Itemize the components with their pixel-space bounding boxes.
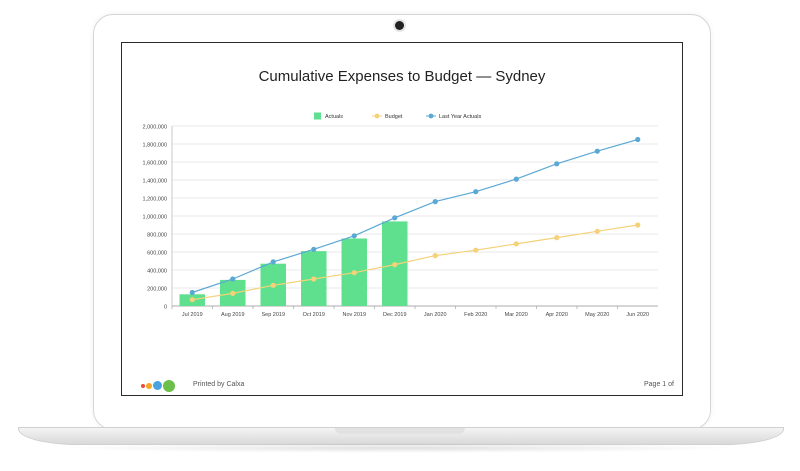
budget-point: [554, 235, 560, 241]
budget-point: [594, 228, 600, 234]
y-tick-label: 200,000: [147, 287, 167, 293]
x-tick-label: Dec 2019: [383, 312, 407, 318]
budget-point: [270, 282, 276, 288]
page-number-text: Page 1 of: [644, 381, 674, 388]
budget-point: [473, 247, 479, 253]
budget-point: [635, 222, 641, 228]
budget-line: [192, 224, 638, 301]
y-tick-label: 1,400,000: [143, 179, 167, 185]
x-tick-label: Jun 2020: [626, 312, 649, 318]
logo-dot: [153, 381, 162, 391]
calxa-logo: [141, 377, 176, 392]
y-tick-label: 0: [164, 305, 167, 311]
printed-by-text: Printed by Calxa: [193, 381, 245, 388]
x-tick-label: Oct 2019: [303, 312, 325, 318]
legend-label: Last Year Actuals: [439, 114, 481, 120]
y-tick-label: 2,000,000: [143, 125, 167, 131]
report-screen: Cumulative Expenses to Budget — Sydney A…: [121, 42, 683, 396]
budget-point: [230, 290, 236, 296]
x-tick-label: Apr 2020: [546, 312, 568, 318]
legend-label: Budget: [385, 114, 403, 120]
x-axis: Jul 2019 Aug 2019 Sep 2019 Oct 2019 Nov 2019…: [171, 305, 658, 318]
y-tick-label: 800,000: [147, 233, 167, 239]
budget-point: [351, 270, 357, 276]
budget-point: [311, 276, 317, 282]
x-tick-label: Jan 2020: [424, 312, 447, 318]
chart-grid: [172, 125, 658, 307]
x-tick-label: Aug 2019: [221, 312, 245, 318]
last-year-actuals-point: [189, 289, 195, 296]
chart-title: Cumulative Expenses to Budget — Sydney: [259, 68, 546, 85]
last-year-actuals-point: [635, 136, 641, 143]
legend-marker: [374, 113, 380, 119]
budget-point: [189, 297, 195, 303]
chart-legend: Actuals Budget Last Year Actuals: [314, 112, 481, 120]
last-year-actuals-point: [513, 176, 519, 182]
last-year-actuals-point: [351, 233, 357, 239]
x-tick-label: May 2020: [585, 312, 609, 318]
last-year-actuals-point: [311, 246, 317, 252]
y-tick-label: 600,000: [147, 251, 167, 257]
y-axis: 0 200,000 400,000 600,000 800,000 1,000,000 1,…: [143, 125, 173, 311]
x-tick-label: Mar 2020: [505, 312, 528, 318]
y-tick-label: 1,800,000: [143, 143, 167, 149]
x-tick-label: Sep 2019: [261, 312, 285, 318]
camera-icon: [395, 21, 404, 30]
laptop-notch: [335, 428, 465, 434]
last-year-actuals-point: [432, 199, 438, 205]
budget-point: [513, 241, 519, 247]
legend-swatch: [314, 112, 321, 120]
logo-dot: [163, 379, 175, 392]
laptop-shadow: [60, 443, 740, 453]
last-year-actuals-point: [270, 259, 276, 265]
x-tick-label: Jul 2019: [182, 312, 203, 318]
last-year-actuals-point: [554, 161, 560, 167]
last-year-actuals-point: [594, 148, 600, 154]
series-lines: [189, 136, 641, 303]
last-year-actuals-point: [392, 215, 398, 221]
y-tick-label: 1,000,000: [143, 215, 167, 221]
x-tick-label: Nov 2019: [342, 312, 366, 318]
budget-point: [432, 253, 438, 259]
legend-marker: [428, 113, 434, 119]
expenses-chart: Cumulative Expenses to Budget — Sydney A…: [143, 68, 658, 318]
legend-label: Actuals: [325, 114, 343, 120]
logo-dot: [141, 383, 145, 388]
x-tick-label: Feb 2020: [464, 312, 487, 318]
logo-dot: [146, 382, 152, 389]
last-year-actuals-point: [230, 276, 236, 282]
last-year-actuals-line: [192, 138, 638, 294]
budget-point: [392, 262, 398, 268]
y-tick-label: 1,200,000: [143, 197, 167, 203]
y-tick-label: 400,000: [147, 269, 167, 275]
actuals-bars: [179, 221, 408, 306]
y-tick-label: 1,600,000: [143, 161, 167, 167]
last-year-actuals-point: [473, 189, 479, 195]
